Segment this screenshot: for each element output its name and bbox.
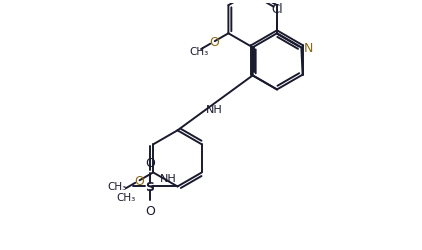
Text: NH: NH xyxy=(206,104,222,115)
Text: N: N xyxy=(303,42,313,54)
Text: O: O xyxy=(135,174,144,187)
Text: O: O xyxy=(145,156,155,169)
Text: O: O xyxy=(209,36,219,49)
Text: CH₃: CH₃ xyxy=(107,182,126,192)
Text: S: S xyxy=(146,180,154,193)
Text: CH₃: CH₃ xyxy=(189,46,208,56)
Text: Cl: Cl xyxy=(271,2,283,16)
Text: NH: NH xyxy=(160,173,177,183)
Text: O: O xyxy=(145,204,155,217)
Text: CH₃: CH₃ xyxy=(116,192,135,202)
